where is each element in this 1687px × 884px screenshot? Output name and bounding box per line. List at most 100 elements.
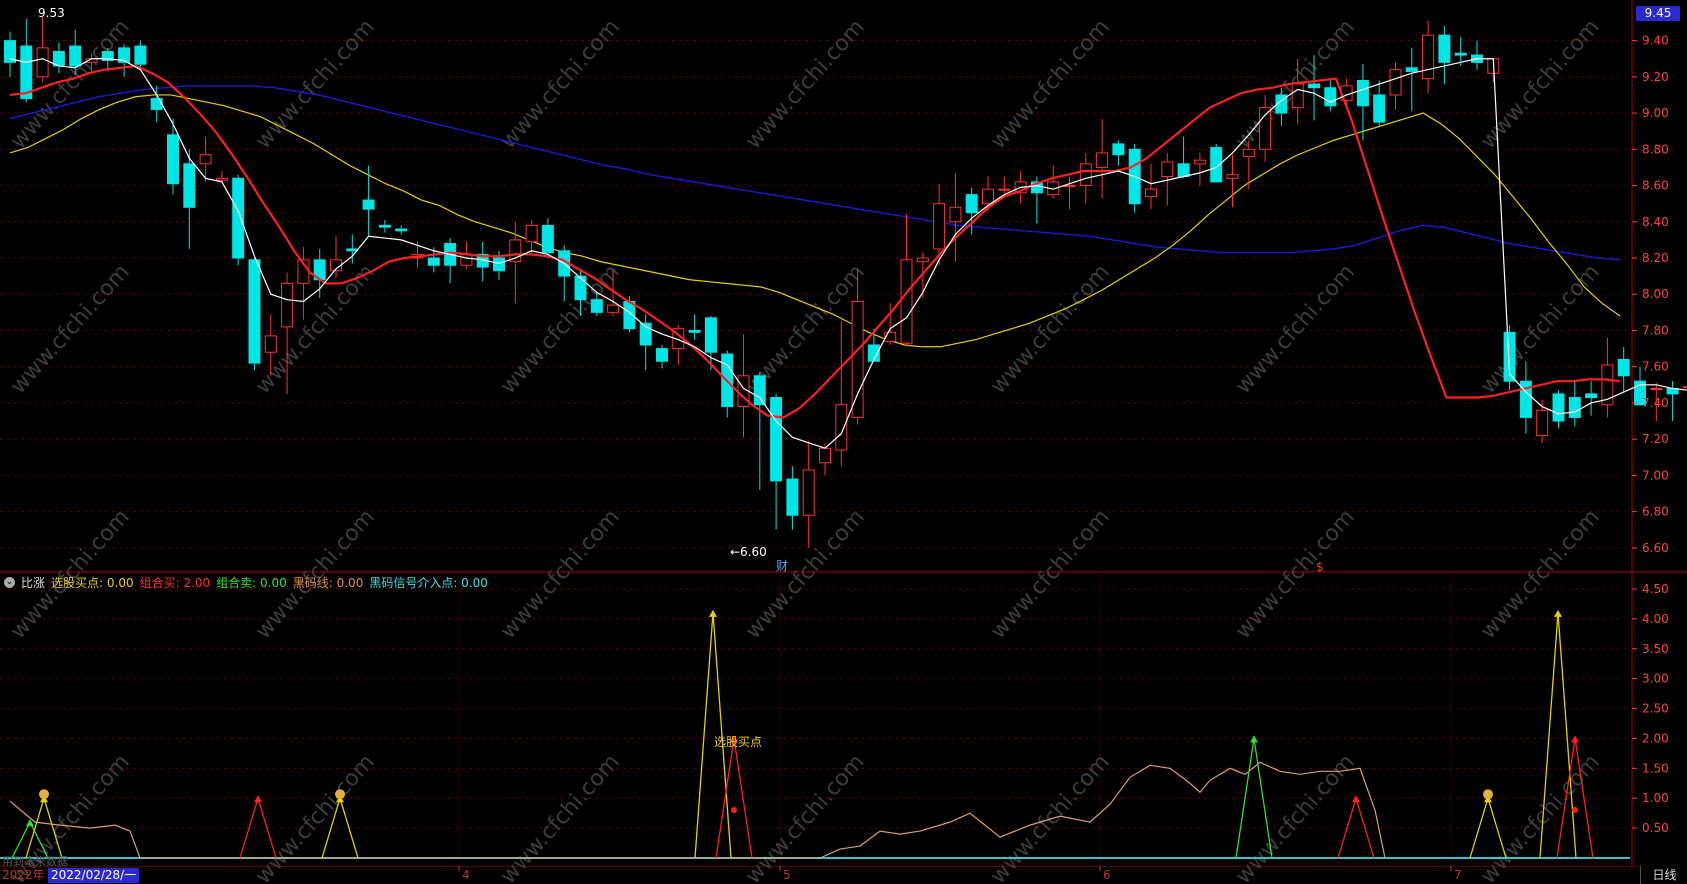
axis-label: 7.00 <box>1642 468 1669 482</box>
ma60-path <box>9 85 1621 261</box>
candle-body <box>819 447 831 464</box>
candle-body <box>1096 152 1109 168</box>
candle-body <box>1519 380 1532 418</box>
candle-body <box>590 299 603 313</box>
month-6-label: 6 <box>1103 868 1111 882</box>
candle-body <box>150 98 163 110</box>
candle-body <box>656 348 668 362</box>
candle-body <box>998 188 1011 191</box>
candle-body <box>427 257 440 266</box>
candle-body <box>1291 83 1304 109</box>
candle-body <box>1438 34 1451 63</box>
watermark-text: www.cfchi.com <box>251 750 380 884</box>
candle-body <box>541 224 554 254</box>
watermark-text: www.cfchi.com <box>1231 260 1360 399</box>
candle-body <box>1193 159 1206 165</box>
candle-body <box>215 177 228 181</box>
candle-body <box>4 40 16 63</box>
red-signal-arrow <box>254 795 262 803</box>
candle-body <box>1585 393 1598 399</box>
indicator-value-buy-point: 选股买点: 0.00 <box>51 575 134 590</box>
candle-body <box>1242 148 1255 158</box>
indicator-panel <box>0 609 1630 859</box>
watermark-text: www.cfchi.com <box>741 750 870 884</box>
cai-marker: 财 <box>776 559 788 573</box>
red-signal <box>1337 795 1375 859</box>
watermark-text: www.cfchi.com <box>986 15 1115 154</box>
ma60-line <box>9 85 1621 261</box>
axis-label: 8.60 <box>1642 179 1669 193</box>
watermark-text: www.cfchi.com <box>251 260 380 399</box>
bag-icon <box>1483 789 1493 800</box>
watermark-layer: www.cfchi.com www.cfchi.com www.cfchi.com w… <box>6 15 1605 884</box>
ma10-path <box>9 64 1621 419</box>
high-price-label: 9.53 <box>38 6 65 20</box>
indicator-value-combo-buy: 组合买: 2.00 <box>139 575 211 590</box>
collapse-icon[interactable]: ⌄ <box>4 576 15 588</box>
candle-body <box>949 206 962 223</box>
candle-body <box>378 224 391 228</box>
candle-body <box>134 45 147 65</box>
candle-body <box>802 469 815 516</box>
candle-body <box>281 282 294 328</box>
red-signal-arrow <box>730 735 738 743</box>
watermark-text: www.cfchi.com <box>986 260 1115 399</box>
candle-body <box>867 344 880 362</box>
date-cursor-box: 2022/02/28/一 <box>48 868 140 883</box>
red-dot <box>731 807 737 813</box>
candle-body <box>101 50 114 62</box>
candle-body <box>1356 79 1369 107</box>
candle-body <box>753 375 766 406</box>
indicator-axis: 4.50 4.00 3.50 3.00 2.50 2.00 1.50 1.00 0.50 <box>1632 582 1669 835</box>
candle-body <box>1536 409 1549 437</box>
red-signal-arrow <box>1352 795 1360 803</box>
axis-label: 8.80 <box>1642 142 1669 156</box>
buy-point-label: 选股买点 <box>714 735 762 749</box>
axis-label: 1.50 <box>1642 761 1669 775</box>
candle-body <box>688 329 701 333</box>
candle-body <box>1145 188 1157 197</box>
candle-body <box>1226 174 1239 179</box>
indicator-name[interactable]: 比涨 <box>21 575 46 590</box>
year-label: 2022年 <box>2 868 45 882</box>
watermark-text: www.cfchi.com <box>1476 260 1605 399</box>
axis-label: 9.40 <box>1642 34 1669 48</box>
candle-body <box>982 188 994 205</box>
ma20-line <box>9 94 1621 348</box>
candle-body <box>916 257 929 263</box>
axis-label: 3.00 <box>1642 672 1669 686</box>
candle-body <box>1552 393 1565 422</box>
candle-body <box>167 134 179 185</box>
candle-body <box>933 203 946 250</box>
grid-lines <box>0 0 1687 866</box>
month-7-label: 7 <box>1454 868 1462 882</box>
green-signal-arrow <box>26 819 34 827</box>
axis-label: 4.50 <box>1642 582 1669 596</box>
watermark-text: www.cfchi.com <box>251 15 380 154</box>
axis-label: 4.00 <box>1642 612 1669 626</box>
indicator-value-black-signal: 黑码信号介入点: 0.00 <box>369 575 488 590</box>
candle-body <box>460 253 473 266</box>
watermark-text: www.cfchi.com <box>741 15 870 154</box>
axis-label: 0.50 <box>1642 821 1669 835</box>
ma5-line <box>9 58 1687 449</box>
watermark-text: www.cfchi.com <box>496 750 625 884</box>
candle-body <box>1682 386 1687 389</box>
candle-body <box>1308 83 1320 89</box>
candle-body <box>704 317 717 353</box>
axis-label: 7.40 <box>1642 396 1669 410</box>
period-button[interactable]: 日线 <box>1640 866 1687 884</box>
orange-line <box>9 761 1386 859</box>
bag-icon <box>335 789 345 800</box>
indicator-value-combo-sell: 组合卖: 0.00 <box>216 575 287 590</box>
candle-body <box>1112 143 1125 156</box>
candle-body <box>1601 364 1614 406</box>
candle-body <box>232 177 245 259</box>
ma10-line <box>9 64 1621 419</box>
watermark-text: www.cfchi.com <box>6 260 135 399</box>
indicator-title-bar: ⌄ 比涨 选股买点: 0.00 组合买: 2.00 组合卖: 0.00 黑码线:… <box>0 574 1635 590</box>
candle-body <box>1650 387 1663 390</box>
candle-body <box>525 224 538 243</box>
watermark-text: www.cfchi.com <box>1476 750 1605 884</box>
